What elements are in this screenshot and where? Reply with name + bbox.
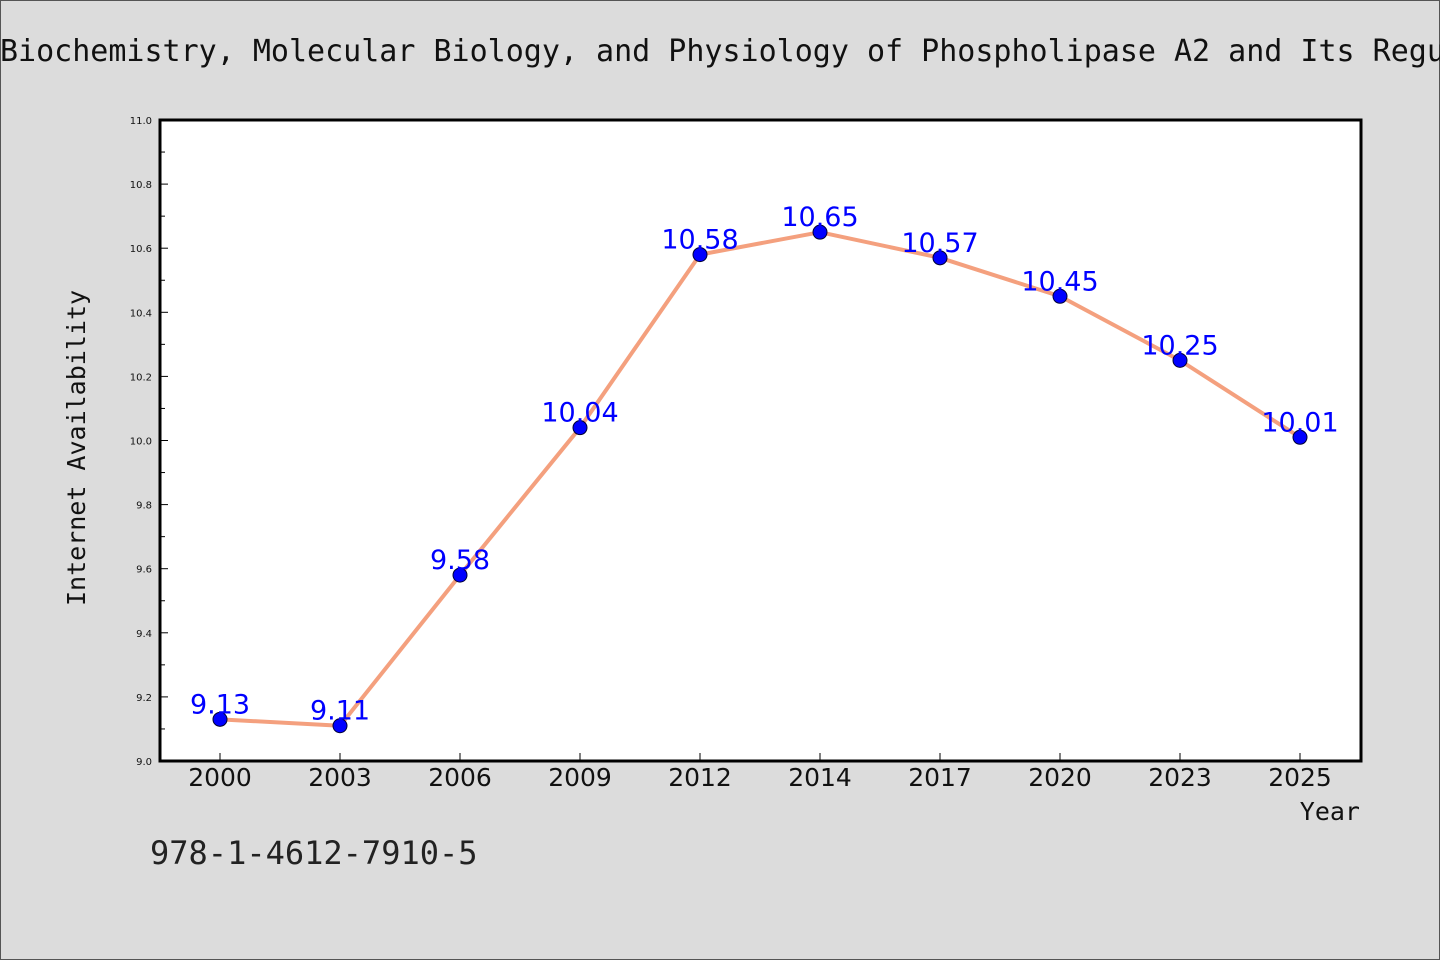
x-tick-label: 2020 — [1028, 763, 1092, 792]
data-label: 9.11 — [310, 696, 370, 727]
y-tick-label: 10.2 — [130, 372, 152, 383]
x-tick-label: 2017 — [908, 763, 972, 792]
y-tick-label: 9.6 — [136, 565, 152, 576]
x-axis-ticks: 2000 2003 2006 2009 2012 2014 2017 2020 2023 2025 — [188, 753, 1332, 792]
x-tick-label: 2003 — [308, 763, 372, 792]
y-axis-label: Internet Availability — [62, 290, 91, 606]
y-tick-label: 9.0 — [136, 757, 152, 768]
data-labels: 9.13 9.11 9.58 10.04 10.58 10.65 10.57 10.45 10.… — [190, 202, 1339, 727]
data-label: 10.57 — [901, 228, 978, 259]
y-axis-ticks: 9.0 9.2 9.4 9.6 9.8 10.0 10.2 10.4 10.6 10.8 11.0 — [130, 116, 168, 768]
x-tick-label: 2012 — [668, 763, 732, 792]
plot-area — [158, 118, 1363, 763]
data-label: 10.58 — [661, 225, 738, 256]
data-point — [212, 711, 228, 727]
data-label: 10.04 — [541, 398, 618, 429]
data-point — [1052, 288, 1068, 304]
y-tick-label: 10.6 — [130, 244, 152, 255]
x-axis-label: Year — [1300, 797, 1360, 826]
data-point — [572, 420, 588, 436]
y-tick-label: 10.8 — [130, 180, 152, 191]
data-label: 10.65 — [781, 202, 858, 233]
y-tick-label: 9.2 — [136, 693, 152, 704]
x-tick-label: 2023 — [1148, 763, 1212, 792]
x-tick-label: 2000 — [188, 763, 252, 792]
footer-identifier: 978-1-4612-7910-5 — [150, 834, 478, 872]
y-tick-label: 9.8 — [136, 501, 152, 512]
data-label: 9.58 — [430, 545, 490, 576]
x-tick-label: 2014 — [788, 763, 852, 792]
x-tick-label: 2025 — [1268, 763, 1332, 792]
data-label: 9.13 — [190, 689, 250, 720]
data-markers — [212, 224, 1308, 734]
data-point — [932, 250, 948, 266]
y-tick-label: 9.4 — [136, 629, 152, 640]
data-point — [692, 247, 708, 263]
data-label: 10.45 — [1021, 266, 1098, 297]
data-label: 10.01 — [1261, 407, 1338, 438]
data-label: 10.25 — [1141, 330, 1218, 361]
data-point — [452, 567, 468, 583]
y-tick-label: 11.0 — [130, 116, 152, 127]
data-point — [1172, 352, 1188, 368]
chart-title: Biochemistry, Molecular Biology, and Phy… — [0, 34, 1440, 69]
data-point — [812, 224, 828, 240]
x-tick-label: 2009 — [548, 763, 612, 792]
series-line — [218, 230, 1302, 728]
y-tick-label: 10.4 — [130, 308, 152, 319]
y-tick-label: 10.0 — [130, 437, 152, 448]
data-point — [332, 718, 348, 734]
x-tick-label: 2006 — [428, 763, 492, 792]
data-point — [1292, 429, 1308, 445]
